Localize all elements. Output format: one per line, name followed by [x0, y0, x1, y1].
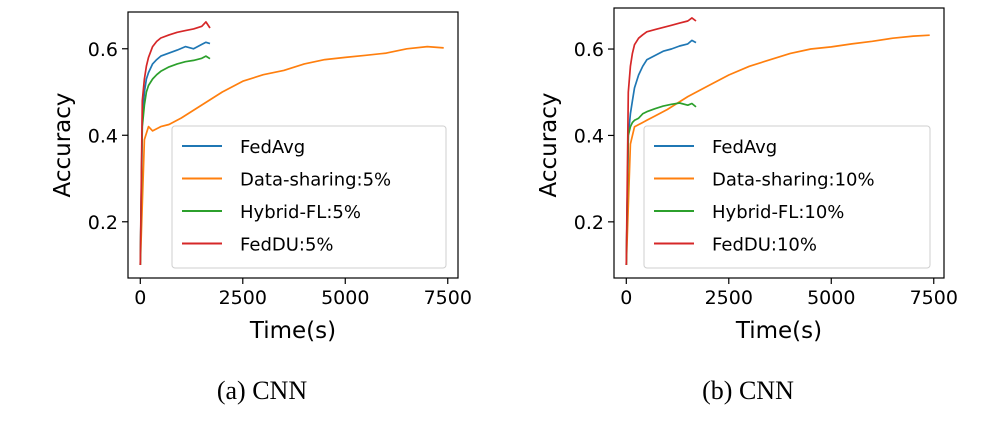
series-line-2 [139, 45, 444, 266]
x-tick-label: 2500 [219, 287, 267, 309]
y-tick-label: 0.2 [88, 212, 118, 234]
x-tick-label: 5000 [807, 287, 855, 309]
legend-box [643, 125, 931, 269]
y-tick-label: 0.4 [88, 125, 118, 147]
y-tick-label: 0.6 [574, 39, 604, 61]
subfigure-caption: (b) CNN [702, 376, 794, 405]
series-line-3 [625, 102, 697, 266]
legend-label: FedDU:5% [240, 235, 334, 256]
series-line-2 [625, 34, 930, 266]
axis-ticks: 0 2500 5000 7500 0.2 0.4 0.6 [88, 39, 472, 309]
x-axis-title: Time(s) [249, 318, 336, 344]
y-tick-label: 0.2 [574, 212, 604, 234]
x-tick-label: 0 [134, 287, 146, 309]
legend-label: FedAvg [712, 137, 777, 158]
series-lines [139, 21, 444, 266]
series-line-4 [139, 21, 211, 266]
legend-label: Hybrid-FL:10% [712, 202, 844, 223]
x-axis-title: Time(s) [735, 318, 822, 344]
plot-frame [127, 11, 459, 279]
legend: FedAvg Data-sharing:5% Hybrid-FL:5% FedDU:5… [171, 125, 447, 269]
legend-box [171, 125, 447, 269]
legend: FedAvg Data-sharing:10% Hybrid-FL:10% FedDU… [643, 125, 931, 269]
legend-label: Data-sharing:10% [712, 170, 875, 191]
y-axis-title: Accuracy [536, 92, 562, 197]
plot-frame [613, 7, 945, 279]
y-tick-label: 0.6 [88, 39, 118, 61]
series-line-4 [625, 17, 697, 266]
legend-label: Hybrid-FL:5% [240, 202, 361, 223]
series-lines [625, 17, 930, 266]
legend-label: FedAvg [240, 137, 305, 158]
x-tick-label: 7500 [910, 287, 958, 309]
axis-ticks: 0 2500 5000 7500 0.2 0.4 0.6 [574, 39, 958, 309]
series-line-3 [139, 55, 211, 266]
x-tick-label: 2500 [705, 287, 753, 309]
y-axis-title: Accuracy [50, 92, 76, 197]
x-tick-label: 5000 [321, 287, 369, 309]
legend-label: FedDU:10% [712, 235, 817, 256]
y-tick-label: 0.4 [574, 125, 604, 147]
x-tick-label: 7500 [424, 287, 472, 309]
series-line-1 [625, 39, 697, 266]
x-tick-label: 0 [620, 287, 632, 309]
subfigure-caption: (a) CNN [217, 376, 307, 405]
legend-label: Data-sharing:5% [240, 170, 391, 191]
series-line-1 [139, 41, 211, 266]
